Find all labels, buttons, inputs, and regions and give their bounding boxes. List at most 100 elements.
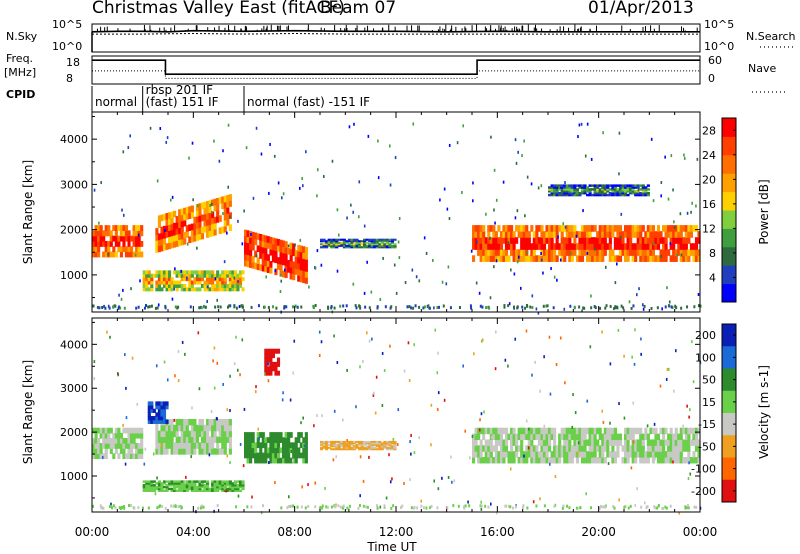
heatmap-cell xyxy=(233,283,237,288)
heatmap-speckle xyxy=(320,263,323,267)
ground-scatter-cell xyxy=(96,305,99,309)
heatmap-cell xyxy=(112,443,116,449)
heatmap-cell xyxy=(641,237,645,244)
heatmap-cell xyxy=(694,243,699,250)
heatmap-cell xyxy=(266,353,270,359)
heatmap-speckle xyxy=(509,467,512,471)
heatmap-speckle xyxy=(383,369,386,373)
heatmap-cell xyxy=(130,437,134,444)
heatmap-cell xyxy=(266,437,270,443)
heatmap-speckle xyxy=(443,187,446,191)
heatmap-cell xyxy=(157,273,161,278)
heatmap-cell xyxy=(180,442,184,449)
heatmap-cell xyxy=(223,436,227,443)
ground-scatter-cell xyxy=(423,305,426,309)
heatmap-cell xyxy=(689,243,693,250)
heatmap-cell xyxy=(140,240,144,247)
heatmap-cell xyxy=(198,287,202,292)
heatmap-speckle xyxy=(623,416,626,420)
heatmap-cell xyxy=(596,184,600,187)
heatmap-cell xyxy=(674,427,678,435)
heatmap-cell xyxy=(608,231,612,238)
heatmap-cell xyxy=(241,487,245,491)
heatmap-cell xyxy=(213,228,217,236)
ground-scatter-cell xyxy=(430,504,433,508)
heatmap-cell xyxy=(274,361,278,367)
heatmap-cell xyxy=(588,255,592,262)
heatmap-cell xyxy=(160,277,164,282)
heatmap-cell xyxy=(335,238,339,241)
heatmap-cell xyxy=(155,405,159,410)
heatmap-cell xyxy=(631,186,635,189)
heatmap-cell xyxy=(180,283,184,288)
heatmap-cell xyxy=(157,482,161,485)
ground-scatter-cell xyxy=(604,306,607,310)
heatmap-cell xyxy=(198,227,202,235)
heatmap-cell xyxy=(200,436,205,443)
heatmap-cell xyxy=(200,202,205,210)
heatmap-cell xyxy=(674,445,678,452)
heatmap-cell xyxy=(586,255,590,262)
heatmap-cell xyxy=(299,442,303,449)
heatmap-cell xyxy=(170,487,174,491)
heatmap-cell xyxy=(596,193,600,197)
heatmap-cell xyxy=(656,243,661,250)
heatmap-cell xyxy=(211,287,215,292)
heatmap-cell xyxy=(165,280,169,285)
ground-scatter-cell xyxy=(137,506,140,510)
heatmap-cell xyxy=(335,440,339,443)
heatmap-cell xyxy=(542,249,547,256)
heatmap-cell xyxy=(530,243,534,250)
heatmap-cell xyxy=(497,433,501,441)
heatmap-cell xyxy=(393,244,397,247)
heatmap-speckle xyxy=(279,273,282,277)
heatmap-cell xyxy=(482,456,486,464)
heatmap-cell xyxy=(173,222,177,230)
heatmap-speckle xyxy=(122,213,125,217)
heatmap-cell xyxy=(697,439,701,446)
heatmap-cell xyxy=(97,251,101,258)
heatmap-speckle xyxy=(169,198,172,202)
heatmap-cell xyxy=(624,184,628,187)
ground-scatter-cell xyxy=(359,306,362,310)
heatmap-cell xyxy=(185,213,189,220)
heatmap-cell xyxy=(185,225,189,232)
heatmap-cell xyxy=(137,240,141,247)
heatmap-cell xyxy=(555,243,559,250)
heatmap-cell xyxy=(119,235,123,242)
heatmap-cell xyxy=(97,246,101,253)
heatmap-cell xyxy=(297,250,301,258)
heatmap-cell xyxy=(170,436,174,443)
heatmap-cell xyxy=(289,254,293,262)
heatmap-cell xyxy=(489,225,493,232)
heatmap-cell xyxy=(651,237,655,244)
heatmap-cell xyxy=(347,446,351,449)
heatmap-cell xyxy=(183,213,187,221)
heatmap-cell xyxy=(358,244,362,247)
heatmap-cell xyxy=(213,198,217,206)
heatmap-cell xyxy=(613,427,617,435)
heatmap-cell xyxy=(294,457,298,464)
heatmap-cell xyxy=(261,432,265,438)
heatmap-speckle xyxy=(633,362,636,366)
heatmap-cell xyxy=(168,218,172,225)
heatmap-cell xyxy=(563,249,567,256)
heatmap-cell xyxy=(527,427,531,435)
heatmap-cell xyxy=(261,246,265,254)
heatmap-cell xyxy=(168,277,172,282)
heatmap-cell xyxy=(269,437,273,443)
heatmap-cell xyxy=(639,193,643,197)
heatmap-cell xyxy=(654,451,658,458)
colorbar-swatch xyxy=(722,246,736,266)
heatmap-cell xyxy=(256,432,260,438)
heatmap-cell xyxy=(155,234,159,241)
heatmap-speckle xyxy=(243,407,246,411)
heatmap-cell xyxy=(512,243,516,250)
heatmap-cell xyxy=(636,451,640,458)
heatmap-cell xyxy=(624,193,628,197)
ground-scatter-cell xyxy=(354,304,357,308)
heatmap-cell xyxy=(563,191,567,195)
heatmap-cell xyxy=(203,225,207,233)
heatmap-cell xyxy=(494,445,498,452)
heatmap-speckle xyxy=(516,209,519,213)
